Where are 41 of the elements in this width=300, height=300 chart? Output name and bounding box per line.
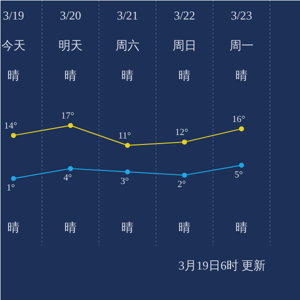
text: 晴 <box>8 220 20 234</box>
data-label: 16° <box>232 114 246 125</box>
x-tick-label: 3/22 <box>174 8 196 22</box>
data-label: 11° <box>118 131 132 142</box>
data-label: 14° <box>4 121 18 132</box>
text: 3月19日6时 更新 <box>178 258 266 272</box>
text: 晴 <box>8 68 20 82</box>
point <box>125 169 130 174</box>
data-label: 5° <box>234 170 244 180</box>
text: 今天 <box>2 38 26 52</box>
point <box>11 176 16 181</box>
point <box>68 123 73 128</box>
point <box>125 142 130 148</box>
text: 晴 <box>236 220 248 234</box>
data-label: 4° <box>63 174 72 184</box>
point <box>11 132 16 138</box>
point <box>239 162 244 168</box>
text: 晴 <box>122 68 134 82</box>
point <box>68 166 73 172</box>
text: 晴 <box>236 68 248 82</box>
data-label: 3° <box>120 176 130 187</box>
text: 晴 <box>64 220 76 234</box>
text: 晴 <box>64 68 76 82</box>
point <box>182 140 187 145</box>
x-tick-label: 3/23 <box>230 8 252 22</box>
x-tick-label: 3/19 <box>2 8 24 22</box>
text: 晴 <box>178 68 190 82</box>
text: 周日 <box>172 38 196 52</box>
x-tick-label: 3/20 <box>60 8 82 22</box>
data-label: 17° <box>61 112 74 122</box>
data-label: 2° <box>177 180 186 190</box>
point <box>182 172 187 178</box>
x-tick-label: 3/21 <box>116 8 138 22</box>
data-label: 12° <box>175 128 188 138</box>
text: 晴 <box>178 220 190 234</box>
text: 晴 <box>122 220 134 234</box>
point <box>239 126 244 132</box>
text: 周一 <box>230 38 254 52</box>
text: 周六 <box>116 38 140 52</box>
text: 明天 <box>58 38 82 52</box>
data-label: 1° <box>6 184 16 194</box>
